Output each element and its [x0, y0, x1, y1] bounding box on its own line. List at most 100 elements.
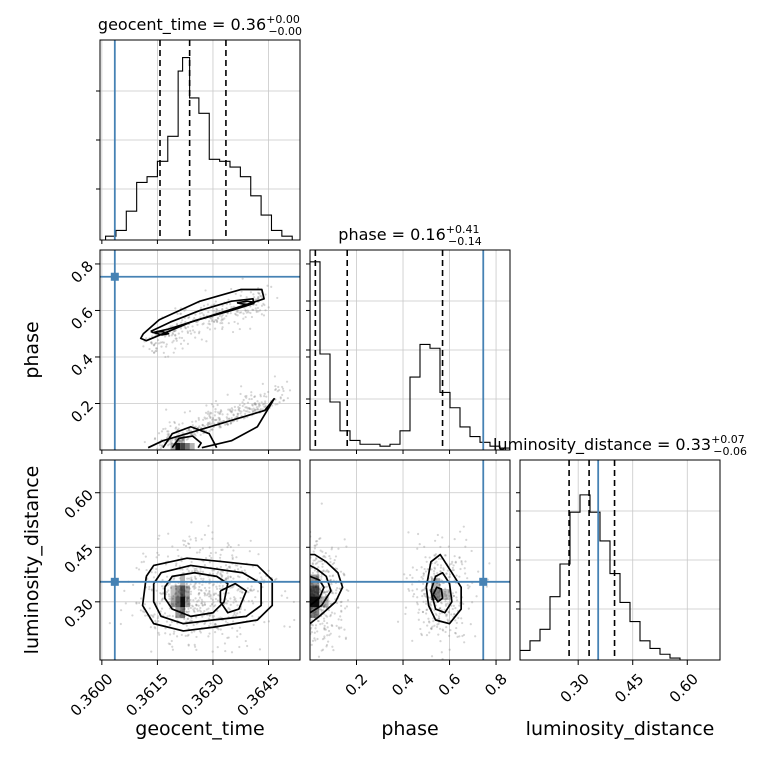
panel-phase-vs-luminosity-distance-point	[425, 608, 428, 612]
panel-phase-vs-luminosity-distance-point	[320, 649, 323, 652]
panel-geocent-time-vs-phase-point	[217, 317, 220, 320]
panel-geocent-time-vs-luminosity-distance-point	[181, 668, 183, 670]
panel-geocent-time-vs-phase-point	[254, 307, 257, 310]
panel-geocent-time-vs-phase-point	[180, 441, 183, 444]
panel-geocent-time-vs-luminosity-distance-point	[208, 586, 211, 589]
panel-geocent-time-vs-phase-point	[281, 387, 285, 390]
panel-geocent-time-vs-phase-point	[172, 351, 175, 354]
panel-geocent-time-vs-phase-point	[209, 416, 212, 419]
panel-phase-vs-luminosity-distance-point	[403, 573, 406, 576]
panel-phase-vs-luminosity-distance-point	[459, 567, 462, 571]
panel-geocent-time-vs-luminosity-distance-point	[160, 592, 163, 596]
panel-phase-vs-luminosity-distance-point	[320, 575, 323, 578]
panel-geocent-time-vs-luminosity-distance-point	[161, 585, 164, 588]
panel-geocent-time-vs-phase-density-cell-0	[175, 443, 181, 450]
panel-phase-vs-luminosity-distance-point	[449, 629, 452, 632]
panel-geocent-time-vs-phase-point	[150, 341, 153, 344]
panel-phase-vs-luminosity-distance-point	[423, 594, 426, 597]
panel-phase-vs-luminosity-distance-point	[415, 601, 419, 604]
panel-geocent-time-vs-luminosity-distance-point	[195, 616, 198, 619]
panel-geocent-time-vs-luminosity-distance-point	[203, 586, 207, 590]
panel-geocent-time-vs-luminosity-distance-point	[248, 589, 252, 592]
panel-geocent-time-vs-luminosity-distance-point	[205, 589, 208, 592]
panel-geocent-time-vs-luminosity-distance-point	[232, 620, 235, 623]
panel-geocent-time-vs-phase-point	[193, 331, 196, 334]
panel-geocent-time-vs-luminosity-distance-point	[227, 607, 230, 610]
panel-geocent-time-vs-phase-point	[158, 444, 162, 447]
panel-geocent-time-vs-luminosity-distance-point	[190, 576, 193, 579]
panel-geocent-time-vs-phase-point	[174, 333, 177, 337]
ytick-label-luminosity-distance-2: 0.60	[61, 486, 97, 522]
panel-geocent-time-vs-phase-point	[168, 334, 171, 338]
panel-geocent-time-vs-phase-grid	[100, 250, 300, 450]
panel-geocent-time-vs-phase-point	[286, 397, 289, 400]
panel-phase-vs-luminosity-distance-point	[329, 578, 332, 581]
panel-geocent-time-vs-luminosity-distance-point	[208, 546, 211, 549]
panel-geocent-time-vs-luminosity-distance-point	[203, 601, 206, 604]
panel-geocent-time-vs-phase-point	[189, 429, 193, 432]
panel-geocent-time-vs-phase-point	[245, 311, 248, 314]
panel-geocent-time-vs-luminosity-distance-point	[224, 601, 227, 604]
panel-geocent-time-vs-luminosity-distance-point	[187, 610, 191, 613]
panel-phase-vs-luminosity-distance-point	[469, 623, 472, 626]
panel-phase-vs-luminosity-distance-point	[330, 624, 333, 627]
panel-geocent-time-vs-phase-point	[240, 290, 243, 293]
panel-geocent-time-vs-phase-point	[185, 438, 188, 441]
panel-phase-vs-luminosity-distance-point	[448, 594, 451, 598]
panel-geocent-time-vs-phase-point	[169, 440, 172, 444]
panel-geocent-time-vs-luminosity-distance-point	[195, 551, 199, 554]
panel-phase-vs-luminosity-distance-point	[422, 572, 425, 575]
panel-geocent-time-vs-luminosity-distance-point	[238, 645, 241, 649]
panel-geocent-time-vs-luminosity-distance-point	[180, 556, 183, 559]
panel-geocent-time-vs-phase-point	[254, 402, 257, 405]
panel-geocent-time-vs-phase-point	[257, 296, 260, 299]
panel-phase-vs-luminosity-distance-point	[439, 557, 443, 561]
panel-geocent-time-vs-luminosity-distance-point	[148, 588, 151, 591]
panel-geocent-time-vs-luminosity-distance-point	[161, 578, 164, 582]
panel-phase-vs-luminosity-distance-point	[439, 570, 442, 573]
panel-geocent-time-vs-phase-point	[245, 296, 248, 299]
panel-geocent-time-vs-luminosity-distance-point	[192, 599, 195, 602]
panel-phase-vs-luminosity-distance-point	[314, 544, 317, 547]
panel-geocent-time-vs-phase-point	[248, 407, 252, 410]
panel-geocent-time-vs-luminosity-distance-scatter	[108, 521, 296, 670]
panel-geocent-time-vs-luminosity-distance-point	[214, 551, 217, 554]
panel-geocent-time-vs-phase-point	[237, 406, 240, 409]
panel-phase-vs-luminosity-distance-point	[448, 634, 451, 637]
panel-geocent-time-vs-phase-contour-3	[236, 300, 256, 306]
panel-geocent-time-vs-phase-point	[270, 404, 274, 407]
panel-geocent-time-vs-luminosity-distance-point	[202, 577, 205, 580]
panel-geocent-time-vs-phase-point	[246, 309, 249, 312]
panel-geocent-time-vs-phase-contour-2	[153, 330, 170, 336]
panel-geocent-time-vs-phase-point	[225, 422, 228, 425]
panel-geocent-time-vs-luminosity-distance-point	[203, 622, 206, 625]
panel-phase-vs-luminosity-distance-point	[313, 547, 316, 550]
panel-phase-vs-luminosity-distance-point	[462, 525, 465, 528]
panel-geocent-time-vs-phase-point	[230, 407, 233, 410]
panel-geocent-time-vs-phase-point	[191, 424, 194, 427]
panel-geocent-time-vs-phase-point	[226, 423, 230, 426]
panel-geocent-time-vs-phase-point	[253, 402, 257, 405]
panel-geocent-time-vs-luminosity-distance-point	[150, 650, 153, 653]
panel-phase-vs-luminosity-distance-point	[323, 591, 326, 594]
panel-geocent-time-vs-phase-point	[201, 424, 204, 427]
panel-phase-vs-luminosity-distance-point	[325, 590, 329, 593]
panel-geocent-time-vs-phase-point	[168, 421, 171, 424]
panel-geocent-time-vs-phase-point	[203, 425, 206, 428]
panel-geocent-time-vs-luminosity-distance-point	[138, 601, 141, 605]
panel-phase-vs-luminosity-distance-point	[323, 619, 326, 623]
panel-geocent-time-vs-luminosity-distance-point	[193, 587, 196, 590]
panel-phase-vs-luminosity-distance-point	[455, 574, 458, 577]
panel-geocent-time-vs-luminosity-distance-point	[252, 588, 256, 591]
panel-geocent-time-vs-phase-point	[238, 327, 241, 331]
panel-phase-vs-luminosity-distance-point	[439, 601, 443, 604]
panel-geocent-time-vs-phase-point	[257, 310, 260, 313]
panel-geocent-time-vs-luminosity-distance-point	[250, 585, 253, 588]
panel-phase-vs-luminosity-distance-point	[470, 549, 473, 553]
panel-geocent-time-vs-luminosity-distance-point	[197, 604, 200, 607]
panel-geocent-time-vs-luminosity-distance-point	[231, 556, 234, 559]
panel-geocent-time-vs-phase-point	[181, 431, 184, 435]
panel-geocent-time-vs-luminosity-distance-point	[208, 578, 211, 581]
panel-phase-vs-luminosity-distance-point	[453, 612, 456, 616]
panel-phase-vs-luminosity-distance-point	[432, 570, 436, 573]
